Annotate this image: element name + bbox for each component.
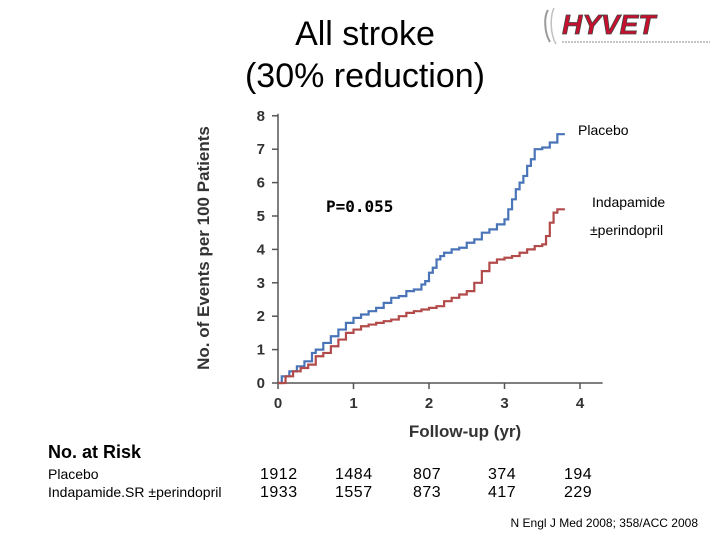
y-tick-label: 8 <box>257 108 265 125</box>
risk-value: 1484 <box>335 466 373 483</box>
risk-value: 807 <box>413 466 442 483</box>
x-tick-label: 1 <box>349 395 357 412</box>
placebo-series-line <box>278 133 565 385</box>
placebo-series-label: Placebo <box>578 122 629 138</box>
chart-axes: 0 1 2 3 4 5 6 7 8 0 1 2 3 4 <box>257 108 603 412</box>
risk-value: 1933 <box>260 484 298 501</box>
risk-row-label-placebo: Placebo <box>48 466 99 482</box>
slide-title-line-2: (30% reduction) <box>244 57 485 95</box>
risk-table-heading: No. at Risk <box>48 442 142 462</box>
x-axis-label: Follow-up (yr) <box>409 422 521 441</box>
hyvet-logo: HYVET <box>544 7 710 45</box>
indapamide-series-label-line-1: Indapamide <box>592 194 666 210</box>
indapamide-series-label-line-2: ±perindopril <box>590 222 664 238</box>
chart-series <box>278 133 565 385</box>
y-tick-label: 3 <box>257 275 265 292</box>
source-citation: N Engl J Med 2008; 358/ACC 2008 <box>510 516 698 530</box>
risk-value: 374 <box>488 466 517 483</box>
y-tick-label: 7 <box>257 141 265 158</box>
slide-title-line-1: All stroke <box>295 15 435 53</box>
logo-text: HYVET <box>562 9 658 40</box>
risk-value: 194 <box>564 466 593 483</box>
y-tick-label: 5 <box>257 208 265 225</box>
x-tick-label: 4 <box>576 395 585 412</box>
y-tick-label: 0 <box>257 375 265 392</box>
y-tick-label: 4 <box>257 241 266 258</box>
risk-value: 417 <box>488 484 517 501</box>
risk-value: 1912 <box>260 466 298 483</box>
x-tick-label: 2 <box>425 395 433 412</box>
risk-value: 1557 <box>335 484 373 501</box>
risk-row-label-indapamide: Indapamide.SR ±perindopril <box>48 484 222 500</box>
y-axis-label: No. of Events per 100 Patients <box>194 126 213 370</box>
y-tick-label: 1 <box>257 342 265 359</box>
risk-value: 873 <box>413 484 442 501</box>
x-tick-label: 3 <box>500 395 508 412</box>
p-value-annotation: P=0.055 <box>326 197 393 216</box>
y-tick-label: 6 <box>257 175 265 192</box>
indapamide-series-line <box>278 208 565 385</box>
risk-value: 229 <box>564 484 593 501</box>
x-tick-label: 0 <box>274 395 282 412</box>
y-tick-label: 2 <box>257 308 265 325</box>
